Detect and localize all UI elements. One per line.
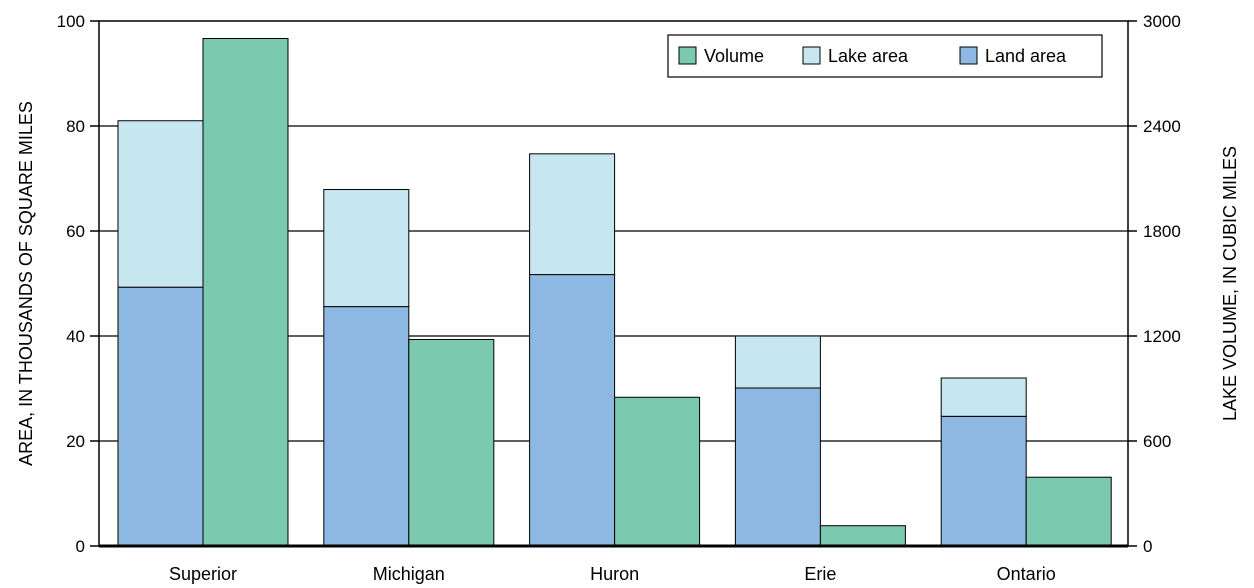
bar-lake-area-michigan [323, 189, 410, 308]
bar-lake-area-ontario [940, 377, 1027, 417]
legend-box [667, 34, 1103, 78]
legend-swatch [959, 46, 978, 65]
legend-label: Volume [704, 46, 764, 66]
bar-land-area-erie [734, 387, 821, 547]
left-tick-label: 0 [76, 537, 85, 556]
legend-label: Land area [985, 46, 1067, 66]
bar-land-area-ontario [940, 415, 1027, 547]
left-tick-label: 80 [66, 117, 85, 136]
category-label: Ontario [997, 564, 1056, 584]
bar-land-area-huron [529, 274, 616, 547]
category-label: Huron [590, 564, 639, 584]
left-tick-label: 20 [66, 432, 85, 451]
category-labels: Superior Michigan Huron Erie Ontario [169, 564, 1056, 584]
left-tick-label: 100 [57, 12, 85, 31]
left-tick-label: 40 [66, 327, 85, 346]
right-tick-label: 1800 [1143, 222, 1181, 241]
legend-label: Lake area [828, 46, 909, 66]
bar-lake-area-erie [734, 335, 821, 389]
bar-volume-ontario [1025, 476, 1112, 547]
left-axis-title: AREA, IN THOUSANDS OF SQUARE MILES [16, 101, 36, 466]
right-axis-ticks: 0 600 1200 1800 2400 3000 [1128, 12, 1181, 556]
right-tick-label: 0 [1143, 537, 1152, 556]
legend-swatch [678, 46, 697, 65]
bars [117, 38, 1112, 547]
right-tick-label: 2400 [1143, 117, 1181, 136]
legend: Volume Lake area Land area [667, 34, 1103, 78]
bar-lake-area-huron [529, 153, 616, 276]
bar-volume-huron [614, 396, 701, 547]
bar-volume-erie [819, 525, 906, 547]
bar-volume-superior [202, 38, 289, 547]
bar-land-area-superior [117, 286, 204, 547]
bar-lake-area-superior [117, 120, 204, 288]
right-tick-label: 3000 [1143, 12, 1181, 31]
category-label: Erie [804, 564, 836, 584]
legend-swatch [802, 46, 821, 65]
bar-land-area-michigan [323, 306, 410, 547]
left-tick-label: 60 [66, 222, 85, 241]
right-tick-label: 600 [1143, 432, 1171, 451]
category-label: Superior [169, 564, 237, 584]
bar-volume-michigan [408, 339, 495, 547]
right-axis-title: LAKE VOLUME, IN CUBIC MILES [1220, 146, 1240, 421]
category-label: Michigan [373, 564, 445, 584]
right-tick-label: 1200 [1143, 327, 1181, 346]
left-axis-ticks: 0 20 40 60 80 100 [57, 12, 99, 556]
